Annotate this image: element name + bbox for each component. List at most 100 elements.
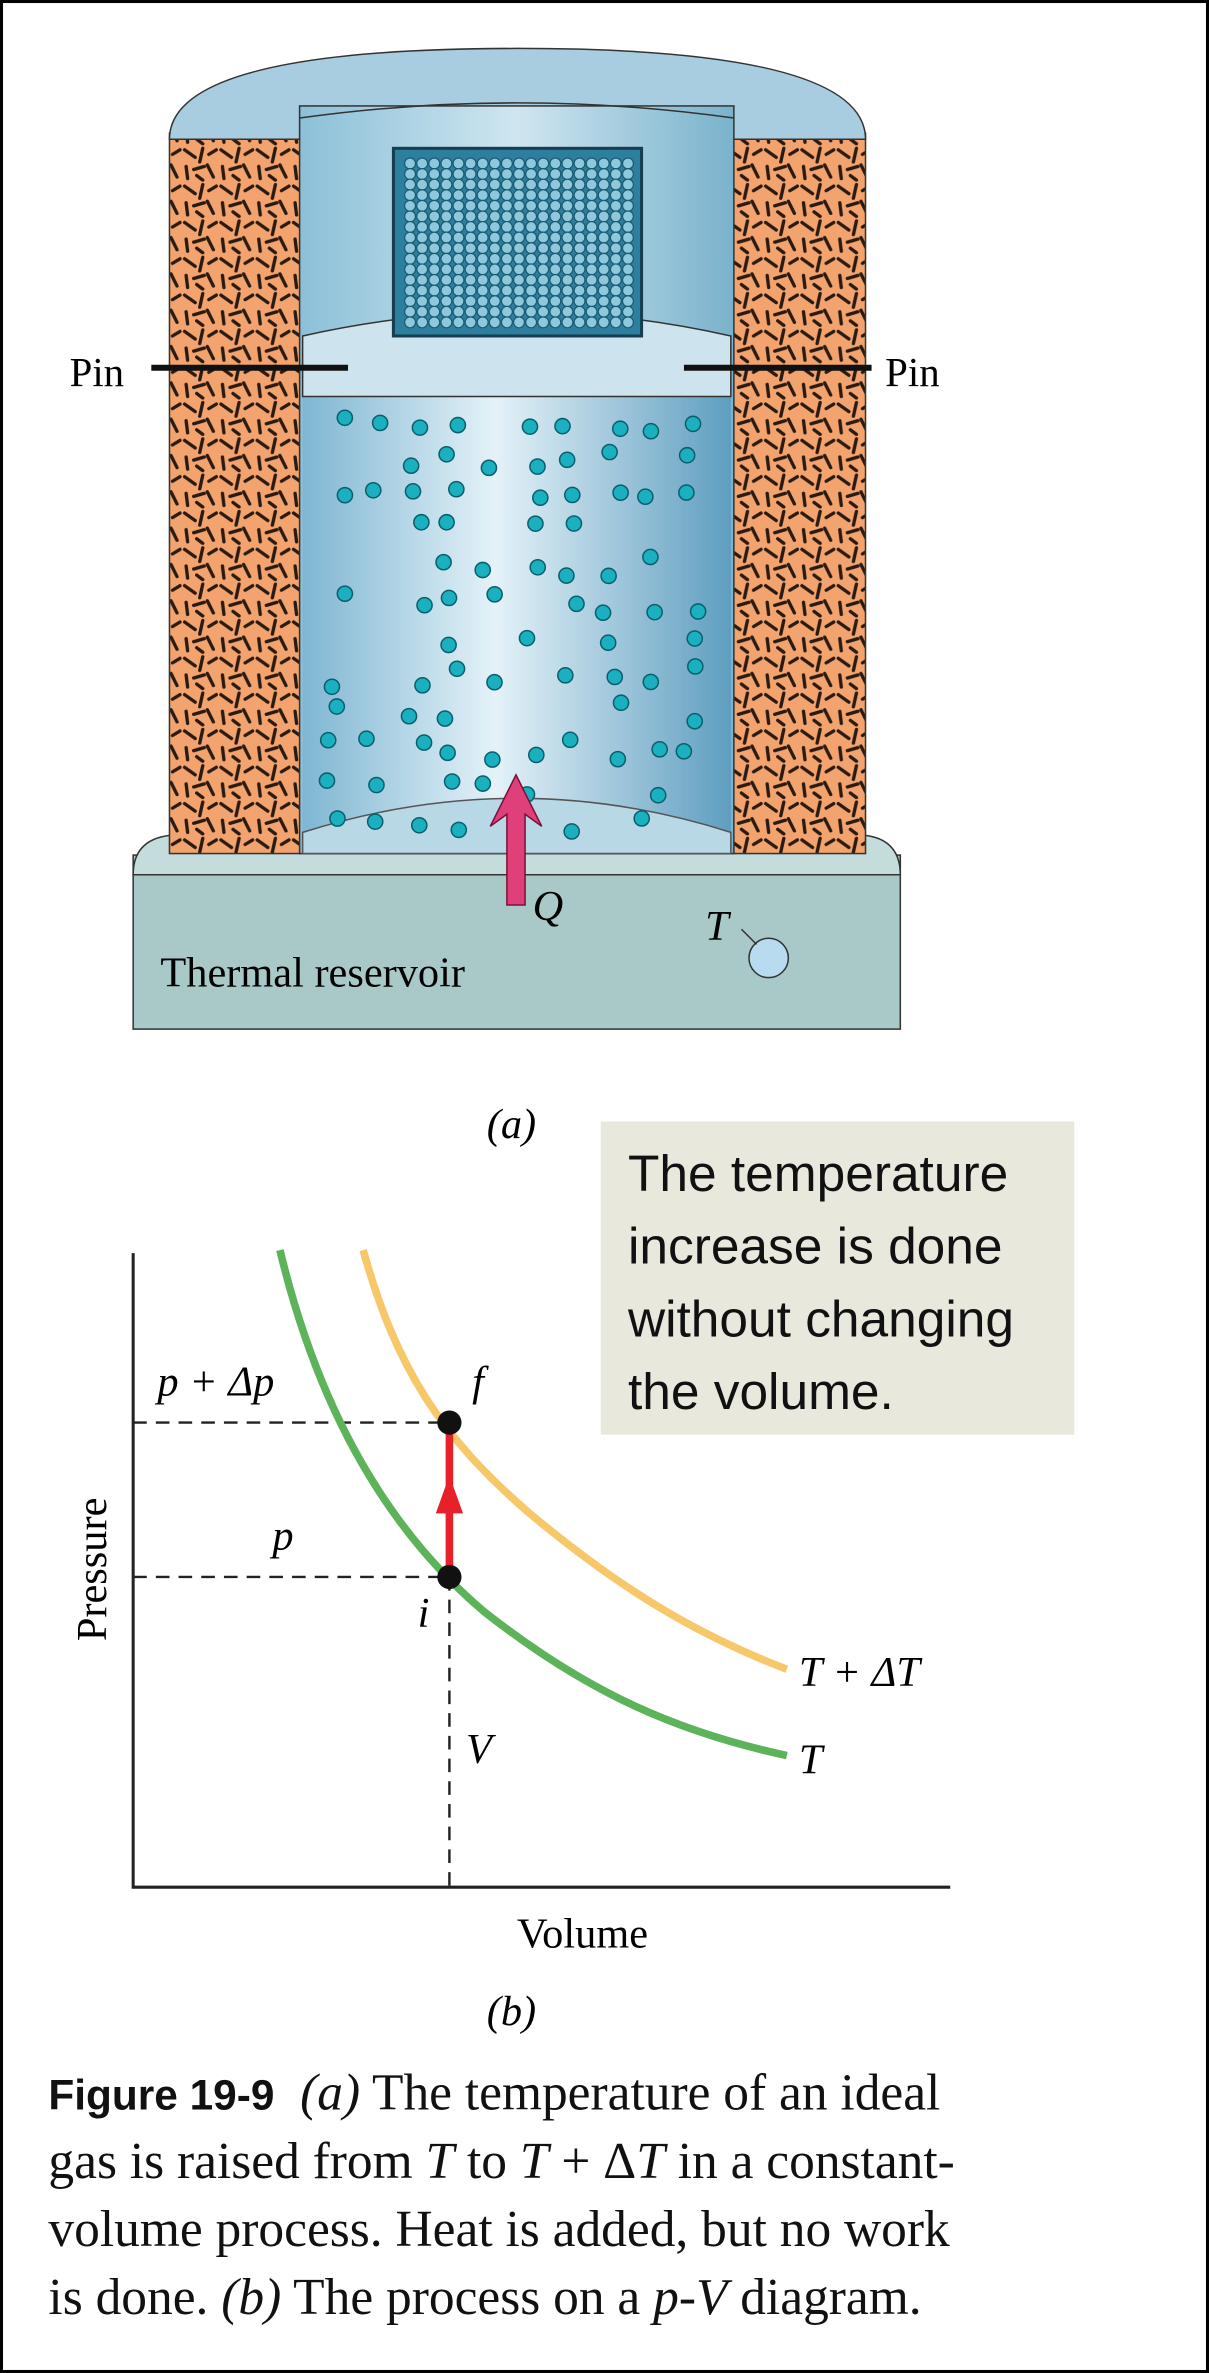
bead xyxy=(550,179,561,190)
bead xyxy=(538,285,549,296)
bead xyxy=(574,200,585,211)
bead xyxy=(465,158,476,169)
bead xyxy=(598,296,609,307)
molecule xyxy=(564,824,579,839)
bead xyxy=(441,253,452,264)
bead xyxy=(429,275,440,286)
bead xyxy=(441,285,452,296)
molecule xyxy=(417,598,432,613)
bead xyxy=(514,179,525,190)
molecule xyxy=(679,485,694,500)
bead xyxy=(501,179,512,190)
callout-line: increase is done xyxy=(628,1217,1003,1275)
bead xyxy=(489,285,500,296)
molecule xyxy=(685,416,700,431)
molecule xyxy=(530,459,545,474)
bead xyxy=(441,296,452,307)
bead xyxy=(598,222,609,233)
bead xyxy=(514,253,525,264)
bead xyxy=(598,179,609,190)
bead xyxy=(574,275,585,286)
bead xyxy=(610,317,621,328)
caption-text: gas is raised from xyxy=(48,2133,425,2190)
bead xyxy=(489,190,500,201)
bead xyxy=(526,200,537,211)
bead xyxy=(429,158,440,169)
bead xyxy=(562,317,573,328)
caption-text: (b) xyxy=(221,2269,281,2326)
bead xyxy=(598,158,609,169)
bead xyxy=(598,275,609,286)
bead xyxy=(477,232,488,243)
thermometer xyxy=(749,938,788,977)
bead xyxy=(441,243,452,254)
bead xyxy=(526,306,537,317)
bead xyxy=(550,190,561,201)
bead xyxy=(514,317,525,328)
molecule xyxy=(487,587,502,602)
bead xyxy=(526,222,537,233)
bead xyxy=(429,285,440,296)
bead xyxy=(429,317,440,328)
bead xyxy=(465,264,476,275)
molecule xyxy=(607,669,622,684)
bead xyxy=(538,232,549,243)
curve-label: T xyxy=(799,1737,826,1784)
bead xyxy=(586,190,597,201)
spacer xyxy=(274,2065,300,2122)
volume-label: V xyxy=(466,1726,496,1773)
bead xyxy=(550,222,561,233)
bead xyxy=(586,211,597,222)
molecule xyxy=(450,418,465,433)
molecule xyxy=(441,637,456,652)
molecule xyxy=(485,752,500,767)
bead xyxy=(562,179,573,190)
bead xyxy=(610,253,621,264)
molecule xyxy=(401,709,416,724)
bead xyxy=(562,211,573,222)
bead xyxy=(477,179,488,190)
bead xyxy=(501,253,512,264)
molecule xyxy=(565,487,580,502)
bead xyxy=(562,264,573,275)
caption-text: p xyxy=(649,2269,679,2326)
molecule xyxy=(601,568,616,583)
bead xyxy=(453,317,464,328)
molecule xyxy=(319,773,334,788)
bead xyxy=(610,306,621,317)
bead xyxy=(526,179,537,190)
molecule xyxy=(569,596,584,611)
bead xyxy=(550,169,561,180)
bead xyxy=(623,169,634,180)
bead xyxy=(610,285,621,296)
bead xyxy=(477,158,488,169)
bead xyxy=(453,222,464,233)
bead xyxy=(501,264,512,275)
bead xyxy=(562,158,573,169)
bead xyxy=(526,264,537,275)
panel-label: (b) xyxy=(487,1988,536,2035)
bead xyxy=(598,285,609,296)
callout-line: without changing xyxy=(627,1289,1014,1347)
bead xyxy=(465,243,476,254)
bead xyxy=(453,190,464,201)
molecule xyxy=(337,410,352,425)
bead xyxy=(489,243,500,254)
bead xyxy=(526,190,537,201)
molecule xyxy=(613,485,628,500)
bead xyxy=(598,200,609,211)
bead xyxy=(623,296,634,307)
caption-text: T xyxy=(520,2133,552,2190)
bead xyxy=(441,179,452,190)
callout-line: The temperature xyxy=(628,1144,1008,1202)
bead xyxy=(501,317,512,328)
bead xyxy=(526,285,537,296)
bead xyxy=(405,285,416,296)
bead xyxy=(574,190,585,201)
bead xyxy=(550,264,561,275)
bead xyxy=(562,232,573,243)
bead xyxy=(574,222,585,233)
bead xyxy=(574,264,585,275)
panel-label: (a) xyxy=(487,1101,536,1148)
bead xyxy=(598,211,609,222)
